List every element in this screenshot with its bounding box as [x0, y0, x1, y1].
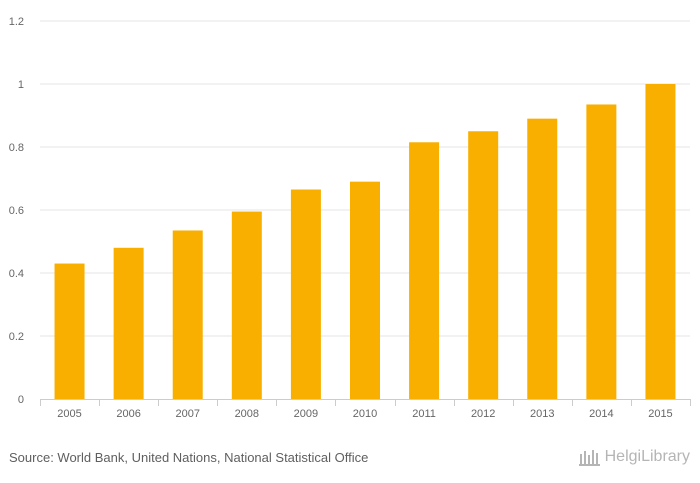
bars	[54, 84, 676, 400]
bar-2007[interactable]	[172, 230, 203, 399]
tick-labels: 0 0.2 0.4 0.6 0.8 1 1.2 2005 2006 2007 2008 2009 201…	[9, 16, 673, 420]
bar-2006[interactable]	[113, 247, 144, 399]
x-tick-label: 2006	[116, 408, 140, 420]
bar-2009[interactable]	[290, 189, 321, 399]
library-logo-icon	[578, 448, 601, 466]
y-tick-label: 0	[18, 394, 24, 406]
x-tick-label: 2007	[175, 408, 199, 420]
y-tick-label: 1	[18, 79, 24, 91]
y-tick-label: 0.4	[9, 268, 24, 280]
x-tick-label: 2014	[589, 408, 613, 420]
x-tick-label: 2010	[353, 408, 377, 420]
y-tick-label: 1.2	[9, 16, 24, 28]
x-tick-label: 2011	[412, 408, 436, 420]
x-tick-label: 2015	[648, 408, 672, 420]
bar-2012[interactable]	[468, 131, 499, 399]
bar-2008[interactable]	[231, 211, 262, 399]
x-tick-label: 2013	[530, 408, 554, 420]
bar-2010[interactable]	[350, 181, 380, 399]
x-tick-label: 2009	[294, 408, 318, 420]
y-tick-label: 0.6	[9, 205, 24, 217]
bar-chart: 0 0.2 0.4 0.6 0.8 1 1.2 2005 2006 2007 2008 2009 201…	[9, 16, 691, 420]
bar-2014[interactable]	[586, 104, 617, 399]
source-note: Source: World Bank, United Nations, Nati…	[9, 450, 369, 465]
y-tick-label: 0.2	[9, 331, 24, 343]
x-axis	[40, 399, 691, 406]
x-tick-label: 2008	[235, 408, 259, 420]
bar-2011[interactable]	[409, 142, 440, 399]
brand-logo: HelgiLibrary	[578, 448, 690, 466]
x-tick-label: 2012	[471, 408, 495, 420]
x-tick-label: 2005	[57, 408, 81, 420]
bar-2005[interactable]	[54, 263, 85, 399]
brand-name: HelgiLibrary	[604, 448, 690, 465]
y-tick-label: 0.8	[9, 142, 24, 154]
bar-2013[interactable]	[527, 118, 558, 400]
bar-2015[interactable]	[645, 84, 676, 399]
